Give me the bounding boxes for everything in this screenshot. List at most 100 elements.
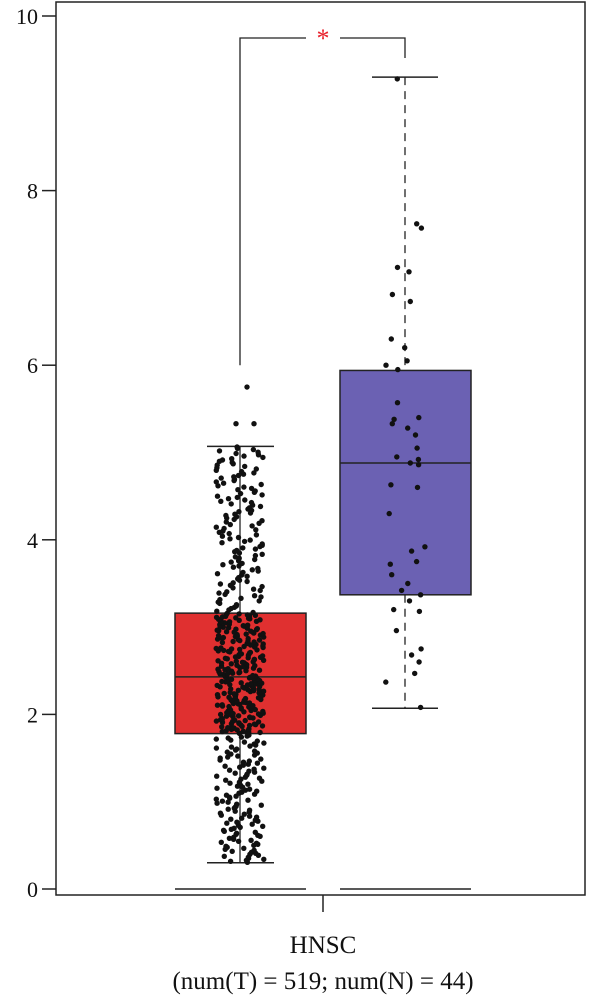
outlier-point-tumor (244, 384, 250, 390)
y-tick-label: 0 (27, 877, 38, 902)
data-point-tumor (253, 532, 260, 538)
data-point-tumor (214, 493, 221, 499)
data-point-normal (395, 366, 401, 373)
data-point-tumor (254, 738, 260, 744)
data-point-tumor (259, 583, 265, 590)
y-axis: 0 2 4 6 8 10 (16, 4, 56, 902)
data-point-normal (418, 646, 424, 652)
data-point-tumor (235, 753, 241, 759)
data-point-tumor (217, 581, 224, 587)
data-point-tumor (252, 706, 258, 713)
significance-bracket (239, 37, 406, 366)
data-point-normal (383, 362, 389, 368)
points-normal (383, 76, 428, 711)
data-point-tumor (228, 559, 234, 565)
data-point-tumor (219, 533, 226, 539)
data-point-tumor (238, 680, 244, 686)
data-point-tumor (250, 672, 256, 679)
y-tick-label: 6 (27, 353, 38, 378)
data-point-tumor (234, 494, 240, 501)
data-point-tumor (227, 681, 233, 688)
data-point-tumor (223, 843, 229, 849)
data-point-tumor (226, 694, 232, 700)
data-point-tumor (242, 497, 248, 503)
data-point-normal (418, 225, 425, 231)
data-point-tumor (219, 678, 225, 685)
data-point-tumor (240, 623, 246, 629)
data-point-tumor (214, 608, 220, 614)
data-point-normal (394, 76, 400, 82)
data-point-tumor (238, 776, 244, 782)
data-point-tumor (234, 819, 240, 825)
data-point-tumor (258, 481, 264, 488)
data-point-tumor (251, 748, 258, 754)
plot-frame (55, 1, 586, 896)
data-point-tumor (234, 662, 240, 668)
data-point-tumor (225, 666, 231, 672)
data-point-normal (412, 670, 418, 677)
data-point-tumor (213, 718, 220, 724)
data-point-tumor (225, 496, 232, 502)
data-point-tumor (216, 448, 223, 454)
data-point-tumor (220, 562, 226, 568)
data-point-tumor (260, 630, 266, 637)
data-point-normal (391, 416, 397, 422)
data-point-tumor (249, 523, 255, 529)
data-point-tumor (227, 780, 233, 786)
y-tick-label: 10 (16, 4, 38, 29)
data-point-normal (406, 598, 413, 604)
bracket-right (340, 37, 406, 58)
data-point-tumor (241, 538, 248, 545)
data-point-tumor (247, 537, 253, 543)
data-point-tumor (246, 807, 253, 813)
data-point-normal (414, 221, 420, 227)
data-point-normal (413, 558, 420, 565)
data-point-tumor (233, 602, 240, 608)
data-point-tumor (244, 578, 250, 585)
data-point-tumor (260, 708, 266, 715)
data-point-tumor (256, 775, 263, 781)
data-point-tumor (217, 755, 223, 761)
data-point-tumor (251, 721, 258, 727)
y-tick-label: 2 (27, 702, 38, 727)
points-tumor (213, 384, 267, 865)
data-point-normal (389, 572, 395, 578)
data-point-tumor (215, 658, 221, 664)
data-point-tumor (237, 646, 243, 653)
data-point-tumor (257, 729, 263, 736)
data-point-tumor (237, 669, 243, 675)
data-point-tumor (222, 655, 229, 661)
data-point-tumor (220, 634, 227, 641)
data-point-tumor (246, 704, 252, 710)
data-point-tumor (226, 530, 232, 537)
data-point-normal (386, 510, 392, 517)
data-point-tumor (252, 546, 259, 552)
data-point-tumor (253, 527, 259, 533)
data-point-tumor (219, 457, 226, 463)
data-point-tumor (240, 545, 246, 551)
data-point-tumor (223, 777, 229, 783)
data-point-normal (414, 445, 420, 451)
data-point-tumor (246, 722, 253, 729)
data-point-normal (408, 652, 415, 658)
data-point-tumor (223, 792, 230, 798)
data-point-tumor (226, 703, 232, 710)
data-point-tumor (228, 676, 235, 682)
data-point-tumor (214, 773, 220, 779)
data-point-tumor (218, 498, 224, 504)
data-point-normal (422, 544, 428, 550)
data-point-tumor (256, 667, 263, 673)
data-point-tumor (218, 475, 224, 481)
data-point-tumor (225, 806, 231, 812)
data-point-tumor (227, 858, 234, 864)
data-point-tumor (213, 736, 219, 742)
data-point-tumor (220, 827, 227, 833)
data-point-tumor (240, 569, 246, 576)
data-point-tumor (234, 746, 240, 752)
data-point-tumor (248, 837, 254, 843)
data-point-normal (405, 580, 411, 587)
data-point-tumor (221, 853, 227, 859)
data-point-tumor (235, 472, 242, 479)
data-point-tumor (254, 788, 260, 794)
data-point-tumor (213, 614, 220, 620)
